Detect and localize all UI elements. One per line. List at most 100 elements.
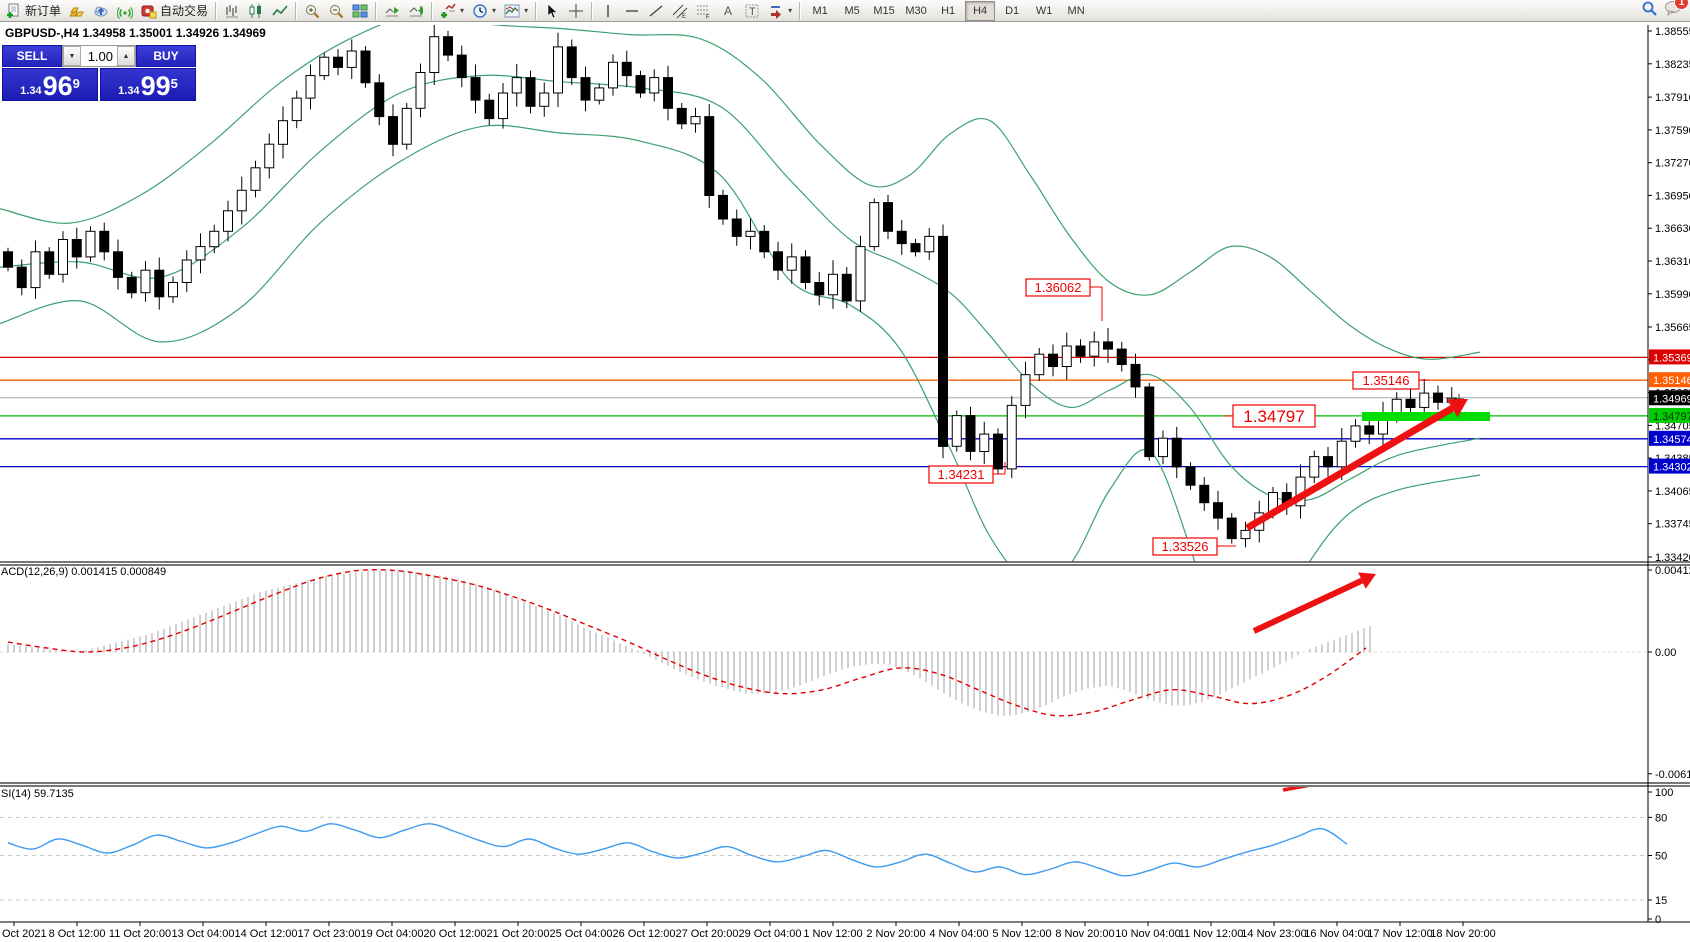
gold-button[interactable] <box>65 0 89 22</box>
timeframe-m15-button[interactable]: M15 <box>873 4 895 17</box>
time-tick-label: 17 Nov 12:00 <box>1367 928 1432 940</box>
price-badge <box>1649 372 1690 388</box>
publish-button[interactable] <box>89 0 113 22</box>
time-tick-label: 20 Oct 12:00 <box>424 928 487 940</box>
candle-body <box>869 202 880 248</box>
text-button[interactable]: A <box>716 0 740 22</box>
search-button[interactable] <box>1641 0 1658 22</box>
price-badge <box>1649 390 1690 406</box>
price-annotation-box[interactable] <box>1025 278 1091 297</box>
timeframe-m5-button[interactable]: M5 <box>844 4 860 17</box>
candle-body <box>85 230 96 258</box>
chart-shift-button[interactable] <box>404 0 428 22</box>
chat-button[interactable]: 1 <box>1664 0 1689 21</box>
templates-button[interactable]: ▾ <box>500 0 532 22</box>
text-label-button[interactable]: T <box>740 0 764 22</box>
trend-arrow[interactable] <box>1245 405 1455 532</box>
trend-arrow[interactable] <box>1282 778 1352 792</box>
time-tick-label: 14 Nov 23:00 <box>1241 928 1306 940</box>
candle-body <box>223 210 233 232</box>
timeframe-m1-button[interactable]: M1 <box>812 4 828 17</box>
price-annotation-box[interactable] <box>1232 404 1316 428</box>
price-annotation-box[interactable] <box>1152 537 1218 556</box>
buy-button[interactable]: BUY <box>136 45 196 67</box>
timeframe-m30-button[interactable]: M30 <box>905 4 927 17</box>
price-tick-label: 1.36310 <box>1655 256 1690 268</box>
price-tick-label: 1.35665 <box>1655 322 1690 334</box>
timeframe-mn-button[interactable]: MN <box>1067 4 1085 17</box>
candle-body <box>676 107 687 125</box>
candle-body <box>965 415 976 452</box>
sell-price-button[interactable]: 1.34 96 9 <box>2 68 98 101</box>
periods-button[interactable]: ▾ <box>468 0 500 22</box>
dropdown-caret-icon[interactable]: ▾ <box>788 6 793 15</box>
clock-icon <box>472 3 488 19</box>
timeframe-d1-button[interactable]: D1 <box>1005 4 1020 17</box>
bar-chart-button[interactable] <box>220 0 244 22</box>
fibonacci-button[interactable]: F <box>692 0 716 22</box>
candle-body <box>99 230 110 253</box>
price-tick-label: 1.37270 <box>1655 158 1690 170</box>
trendline-button[interactable] <box>644 0 668 22</box>
dropdown-caret-icon[interactable]: ▾ <box>524 6 529 15</box>
equidistant-channel-button[interactable]: E <box>668 0 692 22</box>
price-annotation-box[interactable] <box>1352 371 1420 390</box>
candle-body <box>1309 456 1320 478</box>
macd-panel[interactable] <box>0 569 1648 717</box>
volume-increase-button[interactable]: ▲ <box>117 46 135 66</box>
dropdown-caret-icon[interactable]: ▾ <box>460 6 465 15</box>
toolbar-group-5 <box>540 0 588 22</box>
vertical-line-button[interactable] <box>596 0 620 22</box>
candlestick-chart-button[interactable] <box>244 0 268 22</box>
main-price-panel[interactable]: 1.36062 1.35146 1.34797 1.34231 1.33526 <box>0 14 1648 683</box>
rsi-panel[interactable] <box>0 772 1648 901</box>
indicators-button[interactable]: ▾ <box>436 0 468 22</box>
rsi-axis-label: 15 <box>1655 895 1667 907</box>
time-tick-label: 17 Oct 23:00 <box>298 928 361 940</box>
signals-button[interactable] <box>113 0 137 22</box>
zoom-in-button[interactable] <box>300 0 324 22</box>
sell-button[interactable]: SELL <box>2 45 62 67</box>
candle-body <box>1213 502 1223 519</box>
candle-body <box>30 251 41 289</box>
horizontal-line-button[interactable] <box>620 0 644 22</box>
price-badge-label: 1.34302 <box>1653 462 1690 474</box>
candle-body <box>1020 374 1031 406</box>
price-badge-label: 1.34574 <box>1653 434 1690 446</box>
bollinger-middle-band <box>0 74 1481 502</box>
volume-decrease-button[interactable]: ▼ <box>63 46 81 66</box>
auto-scroll-button[interactable] <box>380 0 404 22</box>
tile-windows-button[interactable] <box>348 0 372 22</box>
candle-body <box>333 56 343 68</box>
price-tick-label: 1.36630 <box>1655 223 1690 235</box>
sell-price-point: 9 <box>72 76 80 91</box>
candle-body <box>250 167 261 191</box>
trend-arrow[interactable] <box>1252 577 1364 634</box>
time-tick-label: 29 Oct 04:00 <box>739 928 802 940</box>
dropdown-caret-icon[interactable]: ▾ <box>492 6 497 15</box>
volume-input[interactable]: 1.00 <box>87 48 113 64</box>
crosshair-button[interactable] <box>564 0 588 22</box>
arrows-button[interactable]: ▾ <box>764 0 796 22</box>
price-annotation-text: 1.33526 <box>1162 539 1209 554</box>
zoom-out-button[interactable] <box>324 0 348 22</box>
candle-body <box>388 116 398 145</box>
auto-trading-button[interactable]: 自动交易 <box>137 0 212 22</box>
timeframe-h1-button[interactable]: H1 <box>941 4 956 17</box>
time-tick-label: 18 Nov 20:00 <box>1430 928 1495 940</box>
timeframe-h4-button[interactable]: H4 <box>965 0 996 21</box>
buy-price-button[interactable]: 1.34 99 5 <box>100 68 196 101</box>
timeframe-w1-button[interactable]: W1 <box>1035 4 1053 17</box>
new-order-button[interactable]: 新订单 <box>2 0 65 22</box>
candle-body <box>855 246 866 302</box>
cursor-button[interactable] <box>540 0 564 22</box>
notification-badge: 1 <box>1674 0 1689 10</box>
toolbar-group-0: 新订单 自动交易 <box>2 0 212 22</box>
line-chart-button[interactable] <box>268 0 292 22</box>
candle-body <box>1075 345 1086 357</box>
support-zone-highlight[interactable] <box>1362 412 1490 421</box>
price-annotation-box[interactable] <box>928 465 994 484</box>
